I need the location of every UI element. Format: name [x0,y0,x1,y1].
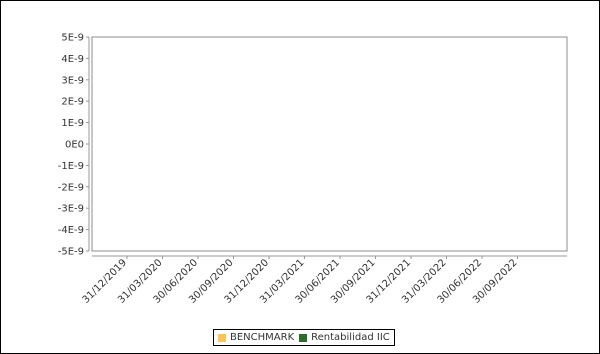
legend: BENCHMARK Rentabilidad IIC [213,329,395,346]
plot-group: 5E-9 4E-9 3E-9 2E-9 1E-9 0E0 -1E-9 -2E-9 -3E-9 -4… [58,33,568,306]
y-tick-label: -2E-9 [58,182,84,193]
y-tick-label: 5E-9 [61,33,84,44]
legend-label-benchmark: BENCHMARK [230,332,295,343]
y-tick-label: -1E-9 [58,161,84,172]
legend-swatch-rentabilidad [299,333,308,342]
y-tick-label: 2E-9 [61,97,84,108]
y-tick-label: 3E-9 [61,75,84,86]
legend-swatch-benchmark [218,333,226,342]
y-tick-label: 1E-9 [61,118,84,129]
y-tick-label: -3E-9 [58,204,84,215]
y-tick-label: 0E0 [65,140,84,151]
legend-item-benchmark: BENCHMARK [218,332,294,343]
y-tick-label: 4E-9 [61,54,84,65]
y-tick-label: -4E-9 [58,225,84,236]
plot-area [91,36,568,252]
y-tick-label: -5E-9 [58,247,84,258]
legend-item-rentabilidad: Rentabilidad IIC [299,332,390,343]
legend-label-rentabilidad: Rentabilidad IIC [311,332,390,343]
